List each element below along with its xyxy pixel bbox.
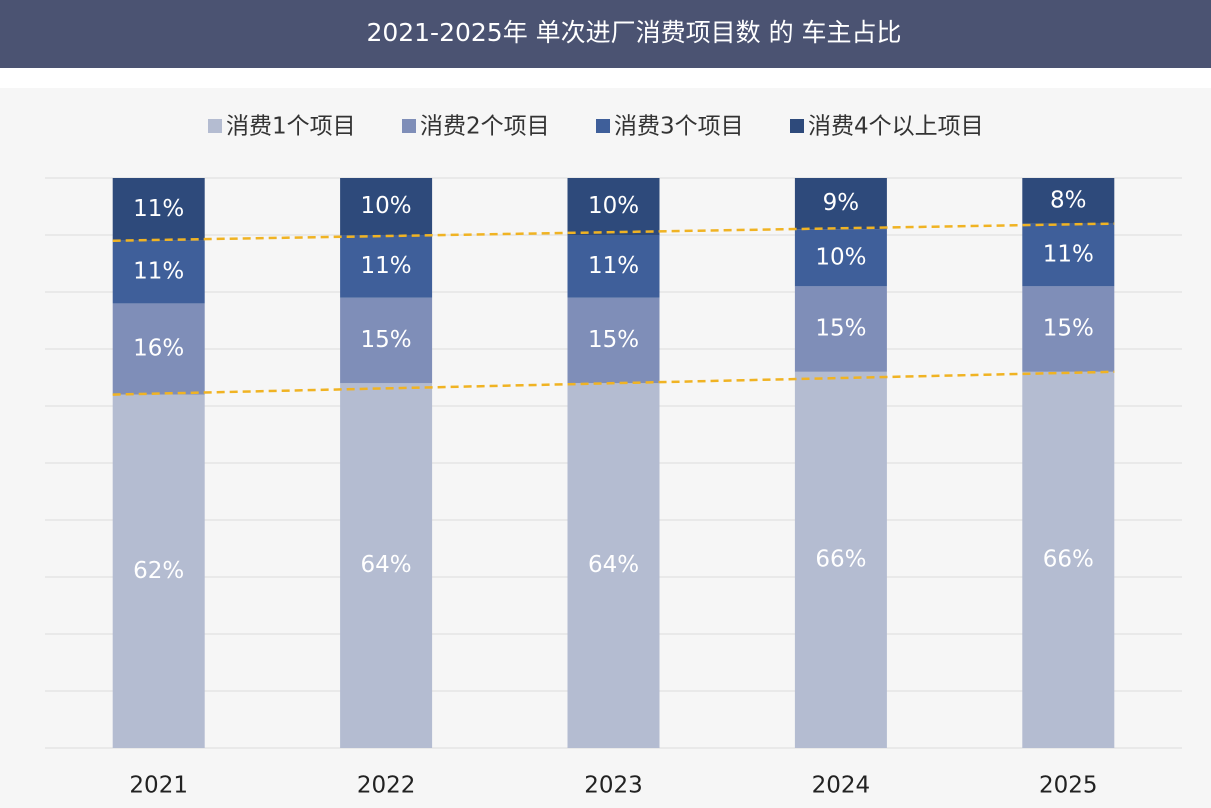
legend-label: 消费4个以上项目 (808, 114, 984, 140)
data-label: 11% (1043, 241, 1094, 267)
legend-swatch (402, 119, 416, 133)
x-tick-label: 2023 (584, 773, 643, 799)
data-label: 16% (133, 336, 184, 362)
bar-segment (1022, 178, 1115, 224)
bar-segment (340, 235, 433, 298)
bar-segment (1022, 223, 1115, 287)
bar-segment (1022, 371, 1115, 748)
bar-segment (567, 178, 660, 235)
data-label: 15% (1043, 316, 1094, 342)
data-label: 64% (361, 552, 412, 578)
data-label: 66% (1043, 546, 1094, 572)
x-tick-label: 2024 (812, 773, 871, 799)
data-label: 62% (133, 558, 184, 584)
bar-segment (794, 286, 887, 372)
bar-segment (340, 297, 433, 384)
legend-label: 消费3个项目 (614, 114, 744, 140)
bar-segment (567, 235, 660, 298)
legend-label: 消费2个项目 (420, 114, 550, 140)
legend-swatch (790, 119, 804, 133)
data-label: 11% (588, 253, 639, 279)
bar-segment (794, 229, 887, 287)
header-bar (0, 0, 1211, 68)
x-tick-label: 2022 (357, 773, 416, 799)
legend-label: 消费1个项目 (226, 114, 356, 140)
trend-line (112, 222, 1115, 242)
data-label: 15% (361, 327, 412, 353)
bar-segment (112, 303, 205, 395)
data-label: 10% (815, 244, 866, 270)
bar-segment (794, 371, 887, 748)
bar-segment (112, 394, 205, 748)
x-tick-label: 2025 (1039, 773, 1098, 799)
bar-segment (112, 178, 205, 241)
bar-segment (1022, 286, 1115, 372)
legend-swatch (208, 119, 222, 133)
data-label: 11% (133, 259, 184, 285)
data-label: 10% (361, 193, 412, 219)
bar-segment (567, 297, 660, 384)
data-label: 15% (588, 327, 639, 353)
data-label: 64% (588, 552, 639, 578)
bar-segment (340, 383, 433, 748)
x-tick-label: 2021 (129, 773, 188, 799)
bar-segment (340, 178, 433, 235)
bar-segment (112, 240, 205, 304)
legend-swatch (596, 119, 610, 133)
bar-segment (794, 178, 887, 230)
bar-segment (567, 383, 660, 748)
data-label: 15% (815, 316, 866, 342)
chart-title: 2021-2025年 单次进厂消费项目数 的 车主占比 (366, 18, 901, 47)
trend-line (112, 370, 1115, 396)
data-label: 11% (361, 253, 412, 279)
data-label: 66% (815, 546, 866, 572)
data-label: 9% (823, 190, 860, 216)
data-label: 8% (1050, 187, 1087, 213)
data-label: 10% (588, 193, 639, 219)
data-label: 11% (133, 196, 184, 222)
